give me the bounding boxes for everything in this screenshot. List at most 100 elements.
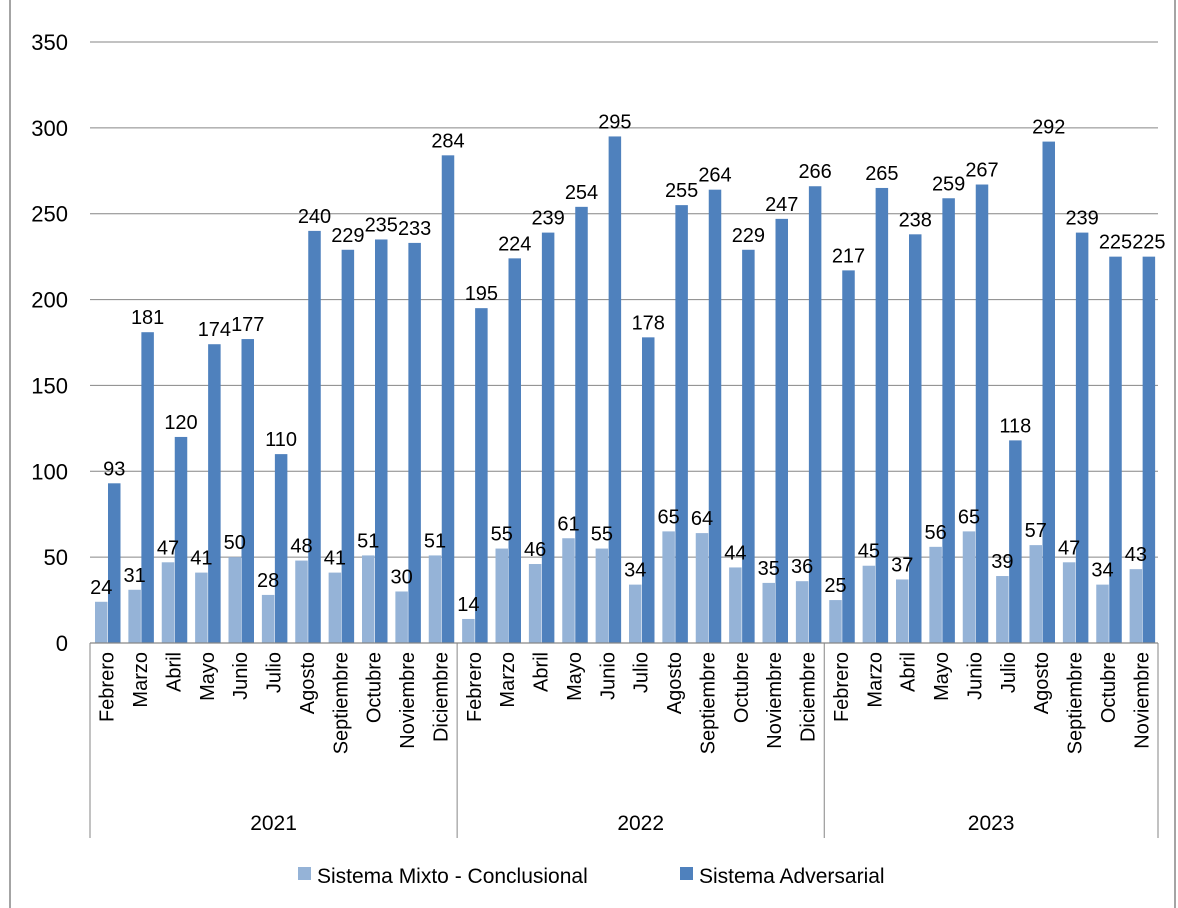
bar-adversarial — [141, 332, 154, 643]
x-category-label: Junio — [597, 652, 619, 700]
bar-mixto — [595, 548, 609, 643]
bar-adversarial — [308, 230, 321, 643]
bar-adversarial — [241, 339, 254, 643]
bar-adversarial — [108, 483, 121, 643]
data-label-mixto: 30 — [391, 566, 413, 588]
y-tick-label: 100 — [31, 459, 68, 484]
x-category-label: Mayo — [197, 652, 219, 701]
data-label-adversarial: 259 — [932, 173, 965, 195]
y-tick-label: 50 — [44, 545, 68, 570]
data-label-mixto: 41 — [190, 548, 212, 570]
x-category-label: Marzo — [497, 652, 519, 708]
bar-adversarial — [608, 136, 622, 643]
data-label-adversarial: 247 — [765, 194, 798, 216]
x-category-label: Octubre — [731, 652, 753, 723]
bar-mixto — [395, 591, 408, 643]
data-label-adversarial: 225 — [1099, 232, 1132, 254]
data-label-mixto: 24 — [90, 577, 112, 599]
x-category-label: Noviembre — [397, 652, 419, 749]
x-group-label: 2021 — [250, 812, 297, 835]
legend-swatch — [680, 867, 693, 880]
data-label-adversarial: 181 — [131, 307, 164, 329]
data-label-mixto: 64 — [691, 508, 713, 530]
bar-adversarial — [575, 206, 588, 644]
bar-adversarial — [975, 184, 989, 643]
bar-adversarial — [508, 258, 521, 643]
data-label-adversarial: 229 — [331, 225, 364, 247]
data-label-mixto: 50 — [224, 532, 246, 554]
bar-adversarial — [441, 155, 455, 643]
bar-adversarial — [1109, 256, 1122, 643]
bar-mixto — [962, 531, 976, 643]
bar-mixto — [729, 567, 742, 643]
data-label-adversarial: 195 — [465, 283, 498, 305]
bar-adversarial — [775, 218, 788, 643]
x-category-label: Septiembre — [330, 652, 352, 754]
chart-frame — [9, 0, 1176, 908]
y-axis-ticks: 0 50 100 150 200 250 300 350 — [31, 30, 68, 656]
x-category-label: Noviembre — [1131, 652, 1153, 749]
bar-mixto — [1029, 545, 1042, 643]
data-label-mixto: 61 — [557, 513, 579, 535]
bar-mixto — [1096, 584, 1109, 643]
data-label-mixto: 57 — [1025, 520, 1047, 542]
data-label-mixto: 36 — [791, 556, 813, 578]
bar-mixto — [261, 594, 275, 643]
bar-mixto — [629, 584, 642, 643]
y-tick-label: 250 — [31, 202, 68, 227]
y-tick-label: 150 — [31, 373, 68, 398]
bar-adversarial — [742, 249, 755, 643]
legend: Sistema Mixto - Conclusional Sistema Adve… — [298, 865, 885, 888]
bar-mixto — [929, 546, 942, 643]
bar-mixto — [528, 564, 542, 643]
data-label-mixto: 34 — [624, 560, 646, 582]
data-label-adversarial: 264 — [698, 165, 731, 187]
data-label-adversarial: 93 — [103, 458, 125, 480]
data-label-mixto: 28 — [257, 570, 279, 592]
data-label-mixto: 65 — [658, 506, 680, 528]
x-category-label: Febrero — [831, 652, 853, 722]
data-label-mixto: 56 — [925, 522, 947, 544]
bar-adversarial — [1075, 232, 1089, 644]
x-axis: Febrero Marzo Abril Mayo Junio Julio Agosto Sep… — [89, 642, 1159, 838]
data-label-adversarial: 178 — [632, 312, 665, 334]
x-category-label: Octubre — [1098, 652, 1120, 723]
bar-adversarial — [174, 436, 188, 643]
data-label-adversarial: 292 — [1032, 117, 1065, 139]
bar-adversarial — [208, 344, 221, 643]
data-label-mixto: 47 — [1058, 537, 1080, 559]
data-label-adversarial: 284 — [431, 130, 464, 152]
x-category-label: Diciembre — [798, 652, 820, 742]
data-labels: 24 93 31 181 47 120 41 174 50 177 28 110 48 240 41 229 5… — [90, 111, 1165, 616]
x-group-label: 2022 — [617, 812, 664, 835]
x-category-label: Agosto — [664, 652, 686, 714]
bar-mixto — [462, 618, 475, 643]
bar-adversarial — [1142, 256, 1156, 643]
data-label-mixto: 25 — [824, 575, 846, 597]
data-label-adversarial: 225 — [1132, 232, 1165, 254]
x-category-label: Marzo — [130, 652, 152, 708]
bar-mixto — [128, 589, 141, 643]
bar-mixto — [428, 555, 442, 643]
data-label-adversarial: 235 — [365, 214, 398, 236]
x-category-label: Febrero — [97, 652, 119, 722]
data-label-mixto: 35 — [758, 558, 780, 580]
data-label-mixto: 34 — [1091, 560, 1113, 582]
data-label-mixto: 51 — [424, 530, 446, 552]
data-label-mixto: 45 — [858, 541, 880, 563]
data-label-mixto: 43 — [1125, 544, 1147, 566]
x-category-label: Junio — [964, 652, 986, 700]
data-label-adversarial: 240 — [298, 206, 331, 228]
data-label-adversarial: 174 — [198, 319, 231, 341]
legend-label: Sistema Mixto - Conclusional — [317, 865, 588, 888]
x-category-label: Mayo — [931, 652, 953, 701]
bar-adversarial — [541, 232, 555, 644]
bar-adversarial — [475, 308, 488, 643]
data-label-adversarial: 177 — [231, 314, 264, 336]
data-label-adversarial: 239 — [1065, 208, 1098, 230]
data-label-mixto: 44 — [724, 542, 746, 564]
data-label-mixto: 41 — [324, 548, 346, 570]
chart-border — [9, 0, 1176, 908]
bar-mixto — [562, 538, 575, 643]
